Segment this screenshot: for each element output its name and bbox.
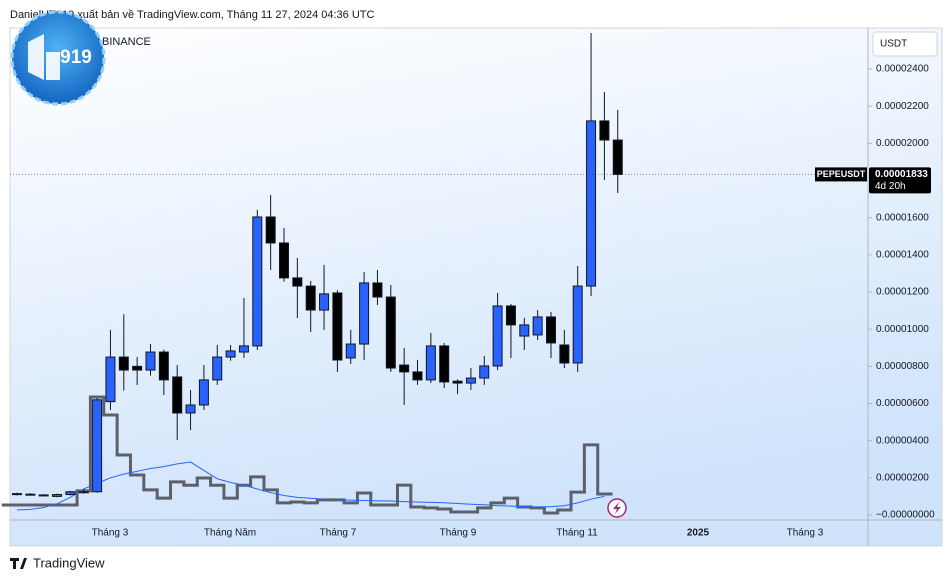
candle-body: [305, 285, 316, 311]
x-tick-label: 2025: [687, 528, 710, 539]
candle-body: [132, 365, 143, 371]
y-tick-label: −0.00000000: [876, 510, 935, 521]
candle-body: [559, 344, 570, 364]
y-tick-label: 0.00002000: [876, 138, 929, 149]
candle-body: [238, 345, 249, 353]
candle-body: [425, 345, 436, 381]
currency-box: [872, 31, 938, 57]
y-tick-label: 0.00000200: [876, 472, 929, 483]
candle-body: [345, 343, 356, 359]
candle-body: [572, 285, 583, 364]
candle-body: [145, 351, 156, 371]
candle-body: [185, 404, 196, 414]
last-price: 0.00001833: [875, 169, 928, 180]
y-tick-label: 0.00001200: [876, 287, 929, 298]
candle-body: [292, 277, 303, 287]
candle-body: [532, 316, 543, 336]
symbol-badge-text: PEPEUSDT: [817, 169, 866, 179]
candle-body: [599, 120, 610, 141]
symbol-exchange: BINANCE: [102, 36, 151, 48]
x-tick-label: Tháng 3: [92, 528, 129, 539]
last-price-box: [869, 167, 931, 194]
candle-body: [492, 305, 503, 367]
candle-body: [172, 376, 183, 414]
publisher-header: DanielHT919 xuất bản về TradingView.com,…: [10, 9, 375, 21]
candle-body: [372, 282, 383, 298]
currency: USDT: [880, 39, 907, 50]
footer-text: TradingView: [33, 555, 105, 570]
y-tick-label: 0.00002400: [876, 64, 929, 75]
candle-body: [279, 242, 289, 279]
footer-logo: TradingView: [10, 555, 105, 570]
plot: [1, 33, 623, 515]
candle-body: [319, 293, 330, 311]
lightning-icon: [607, 498, 627, 518]
candle-body: [92, 399, 103, 493]
x-tick-label: Tháng Năm: [204, 528, 256, 539]
candle-body: [332, 292, 343, 361]
candle-body: [412, 371, 423, 381]
candle-body: [52, 494, 63, 497]
y-tick-label: 0.00001000: [876, 324, 929, 335]
moving-average-line: [16, 461, 605, 511]
candle-body: [118, 356, 129, 371]
candle-body: [505, 305, 516, 326]
candle-body: [612, 139, 623, 175]
y-tick-label: 0.00002200: [876, 101, 929, 112]
x-tick-label: Tháng 11: [556, 528, 598, 539]
candle-body: [12, 493, 22, 496]
candle-body: [439, 345, 450, 383]
candle-body: [252, 216, 263, 347]
candle-body: [546, 316, 556, 344]
candle-body: [452, 380, 463, 384]
candle-body: [465, 377, 476, 384]
candle-body: [158, 351, 169, 381]
candle-body: [479, 365, 490, 379]
y-tick-label: 0.00000400: [876, 435, 929, 446]
candle-body: [586, 120, 597, 287]
y-tick-label: 0.00000800: [876, 361, 929, 372]
logo-text: 919: [60, 47, 92, 68]
y-tick-label: 0.00000600: [876, 398, 929, 409]
candle-body: [519, 324, 530, 337]
y-tick-label: 0.00001600: [876, 212, 929, 223]
candle-body: [225, 350, 236, 358]
candle-body: [25, 493, 36, 496]
logo: 919: [10, 10, 106, 106]
x-tick-label: Tháng 3: [787, 528, 824, 539]
y-tick-label: 0.00001400: [876, 250, 929, 261]
candle-body: [399, 364, 410, 373]
candle-body: [105, 356, 116, 403]
countdown: 4d 20h: [875, 181, 906, 192]
candle-body: [212, 356, 223, 381]
candle-body: [65, 491, 76, 496]
candle-body: [359, 282, 370, 345]
candle-body: [78, 491, 89, 494]
candle-body: [38, 494, 49, 497]
candle-body: [198, 379, 209, 406]
x-tick-label: Tháng 9: [440, 528, 477, 539]
candle-body: [385, 296, 396, 369]
candle-body: [265, 216, 276, 244]
chart-background: [9, 27, 943, 547]
x-tick-label: Tháng 7: [320, 528, 357, 539]
symbol-badge: [815, 167, 867, 182]
